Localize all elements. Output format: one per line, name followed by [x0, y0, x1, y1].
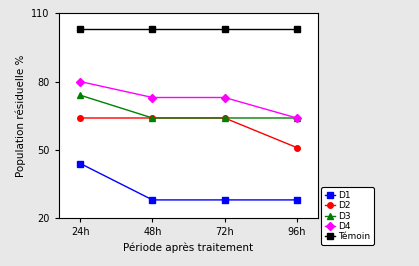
Témoin: [150, 28, 155, 31]
D3: [78, 94, 83, 97]
Témoin: [222, 28, 227, 31]
Témoin: [294, 28, 299, 31]
D3: [150, 117, 155, 120]
D2: [78, 117, 83, 120]
X-axis label: Période après traitement: Période après traitement: [124, 243, 253, 253]
Y-axis label: Population résiduelle %: Population résiduelle %: [15, 55, 26, 177]
D2: [150, 117, 155, 120]
Line: D2: D2: [78, 115, 300, 150]
Line: D4: D4: [78, 79, 300, 121]
D3: [222, 117, 227, 120]
D1: [222, 198, 227, 202]
Line: D1: D1: [78, 161, 300, 203]
Line: Témoin: Témoin: [78, 26, 300, 32]
Legend: D1, D2, D3, D4, Témoin: D1, D2, D3, D4, Témoin: [321, 188, 374, 245]
D2: [294, 146, 299, 149]
D1: [150, 198, 155, 202]
Line: D3: D3: [78, 93, 300, 121]
D4: [78, 80, 83, 83]
D3: [294, 117, 299, 120]
Témoin: [78, 28, 83, 31]
D4: [294, 117, 299, 120]
D4: [150, 96, 155, 99]
D1: [294, 198, 299, 202]
D2: [222, 117, 227, 120]
D4: [222, 96, 227, 99]
D1: [78, 162, 83, 165]
